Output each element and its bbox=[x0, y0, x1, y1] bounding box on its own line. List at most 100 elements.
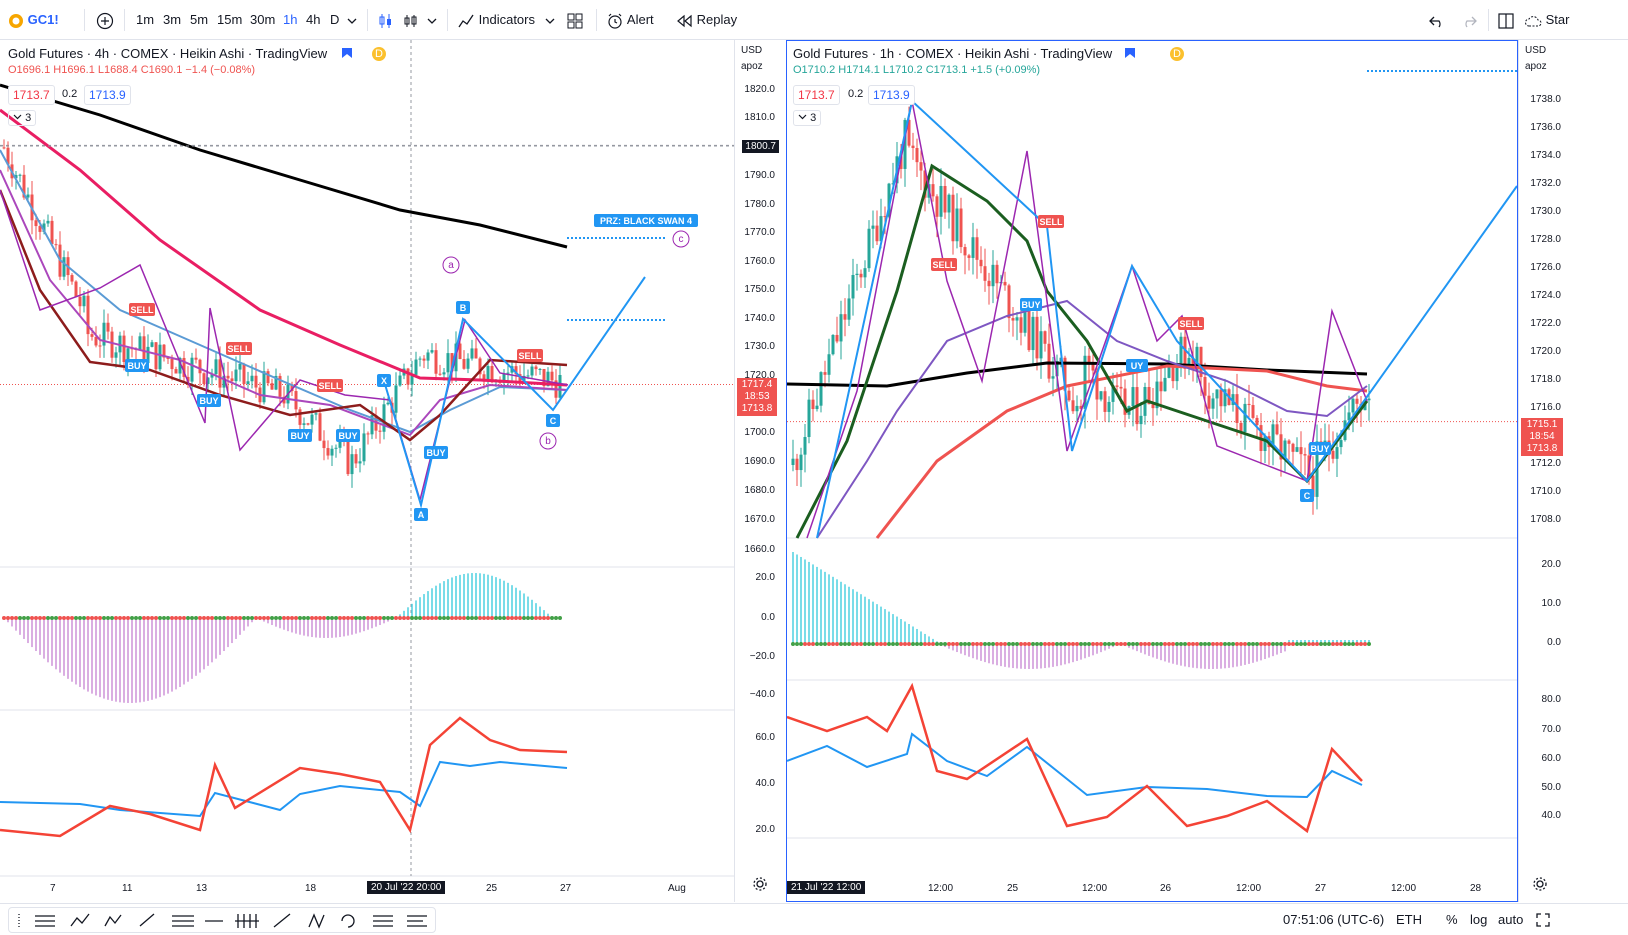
right-flag-icon[interactable] bbox=[1124, 47, 1136, 59]
left-chart-title[interactable]: Gold Futures · 4h · COMEX · Heikin Ashi … bbox=[8, 46, 328, 61]
interval-15m[interactable]: 15m bbox=[217, 12, 243, 27]
right-macd-dot bbox=[1215, 642, 1219, 646]
left-candle-body bbox=[542, 368, 546, 387]
left-flag-icon[interactable] bbox=[341, 47, 353, 59]
left-candle-body bbox=[86, 295, 90, 335]
candle-style-button[interactable] bbox=[377, 10, 395, 30]
right-chart-title[interactable]: Gold Futures · 1h · COMEX · Heikin Ashi … bbox=[793, 46, 1113, 61]
right-price-tick: 1716.0 bbox=[1530, 402, 1561, 413]
start-button[interactable]: Star bbox=[1524, 10, 1569, 30]
chevron-down-icon bbox=[13, 114, 22, 120]
right-last-price-badge: 1715.1 18:54 1713.8 bbox=[1521, 418, 1563, 456]
left-sell-price[interactable]: 1713.7 bbox=[8, 85, 55, 105]
chart-style-dropdown[interactable] bbox=[427, 10, 437, 30]
right-candle-body bbox=[1015, 317, 1019, 321]
left-indicator-toggle[interactable]: 3 bbox=[8, 110, 37, 126]
session-button[interactable]: ETH bbox=[1396, 912, 1422, 927]
interval-dropdown[interactable] bbox=[347, 10, 357, 30]
right-candle-body bbox=[1331, 450, 1335, 459]
left-candle-body bbox=[274, 375, 278, 390]
fullscreen-icon[interactable] bbox=[1536, 913, 1550, 927]
indicators-button[interactable]: Indicators bbox=[457, 10, 535, 30]
right-spread: 0.2 bbox=[848, 88, 864, 100]
right-price-axis[interactable]: USD apoz 1738.0 1736.0 1734.0 1732.0 1730.0 1… bbox=[1518, 40, 1568, 902]
right-candle-body bbox=[1235, 394, 1239, 423]
left-settings-gear-icon[interactable] bbox=[752, 876, 768, 892]
right-macd-dot bbox=[791, 642, 795, 646]
right-price-tick: 1730.0 bbox=[1530, 206, 1561, 217]
alert-button[interactable]: Alert bbox=[606, 10, 654, 30]
right-candle-body bbox=[1151, 404, 1155, 409]
clock-readout[interactable]: 07:51:06 (UTC-6) bbox=[1283, 912, 1385, 927]
bar-style-button[interactable] bbox=[402, 10, 420, 30]
left-data-badge[interactable]: D bbox=[372, 47, 386, 61]
right-indicator-toggle[interactable]: 3 bbox=[793, 110, 822, 126]
right-macd-dot bbox=[831, 642, 835, 646]
left-macd-dot bbox=[78, 616, 82, 620]
left-currency-label[interactable]: USD bbox=[741, 45, 763, 56]
right-chart-canvas[interactable]: C SELL SELL SELL BUY BUY UY bbox=[787, 41, 1517, 901]
right-candle-body bbox=[1183, 336, 1187, 369]
right-candle-body bbox=[1103, 391, 1107, 412]
redo-button[interactable] bbox=[1460, 10, 1478, 30]
left-macd-dot bbox=[186, 616, 190, 620]
layout-button[interactable] bbox=[1497, 10, 1515, 30]
left-macd-dot bbox=[22, 616, 26, 620]
left-price-axis[interactable]: USD apoz 1820.0 1810.0 1800.7 1790.0 1780.0 1… bbox=[734, 40, 782, 902]
left-macd-dot bbox=[166, 616, 170, 620]
left-macd-dot bbox=[226, 616, 230, 620]
left-sell-signal: SELL bbox=[318, 381, 342, 391]
right-macd-dot bbox=[1247, 642, 1251, 646]
left-macd-dot bbox=[494, 616, 498, 620]
undo-button[interactable] bbox=[1428, 10, 1446, 30]
left-scale-mode[interactable]: apoz bbox=[741, 61, 763, 72]
interval-3m[interactable]: 3m bbox=[163, 12, 182, 27]
right-data-badge[interactable]: D bbox=[1170, 47, 1184, 61]
right-point-c: C bbox=[1304, 491, 1311, 501]
interval-1m[interactable]: 1m bbox=[136, 12, 155, 27]
interval-5m[interactable]: 5m bbox=[190, 12, 209, 27]
split-layout-icon bbox=[1498, 12, 1514, 29]
left-time-tick: 18 bbox=[305, 883, 317, 894]
log-toggle[interactable]: log bbox=[1470, 912, 1488, 927]
left-macd-dot bbox=[230, 616, 234, 620]
right-chart-pane[interactable]: C SELL SELL SELL BUY BUY UY bbox=[786, 40, 1518, 902]
templates-button[interactable] bbox=[566, 10, 584, 30]
right-candle-body bbox=[1087, 355, 1091, 365]
right-rsi-tick: 70.0 bbox=[1541, 724, 1561, 735]
left-chart-canvas[interactable]: PRZ: BLACK SWAN 4 X A B Ca b c SELL SELL SELL SELL… bbox=[0, 40, 734, 902]
interval-4h[interactable]: 4h bbox=[306, 12, 321, 27]
percent-toggle[interactable]: % bbox=[1446, 912, 1458, 927]
left-time-tick: 13 bbox=[196, 883, 208, 894]
right-buy-price[interactable]: 1713.9 bbox=[868, 85, 915, 105]
right-time-tick: 12:00 bbox=[928, 883, 954, 894]
right-macd-dot bbox=[1363, 642, 1367, 646]
left-candle-body bbox=[242, 363, 246, 384]
left-macd-dot bbox=[134, 616, 138, 620]
replay-button[interactable]: Replay bbox=[675, 10, 737, 30]
left-macd-dot bbox=[314, 616, 318, 620]
interval-D[interactable]: D bbox=[330, 12, 340, 27]
right-candle-body bbox=[947, 194, 951, 213]
left-candle-body bbox=[142, 336, 146, 364]
right-scale-mode[interactable]: apoz bbox=[1525, 61, 1547, 72]
interval-1h[interactable]: 1h bbox=[283, 12, 298, 27]
right-settings-gear-icon[interactable] bbox=[1532, 876, 1548, 892]
right-macd-dot bbox=[939, 642, 943, 646]
symbol-button[interactable]: GC1! bbox=[8, 10, 59, 30]
right-macd-dot bbox=[935, 642, 939, 646]
right-currency-label[interactable]: USD bbox=[1525, 45, 1547, 56]
right-sell-price[interactable]: 1713.7 bbox=[793, 85, 840, 105]
right-macd-dot bbox=[1351, 642, 1355, 646]
right-buy-signal: UY bbox=[1131, 361, 1144, 371]
indicators-dropdown[interactable] bbox=[545, 10, 555, 30]
interval-30m[interactable]: 30m bbox=[250, 12, 276, 27]
left-buy-price[interactable]: 1713.9 bbox=[84, 85, 131, 105]
right-candle-body bbox=[859, 273, 863, 278]
left-candle-body bbox=[354, 454, 358, 464]
right-buy-signal-bg bbox=[1309, 442, 1331, 455]
auto-toggle[interactable]: auto bbox=[1498, 912, 1524, 927]
left-price-tick: 1740.0 bbox=[744, 313, 775, 324]
compare-add-button[interactable] bbox=[96, 10, 114, 30]
